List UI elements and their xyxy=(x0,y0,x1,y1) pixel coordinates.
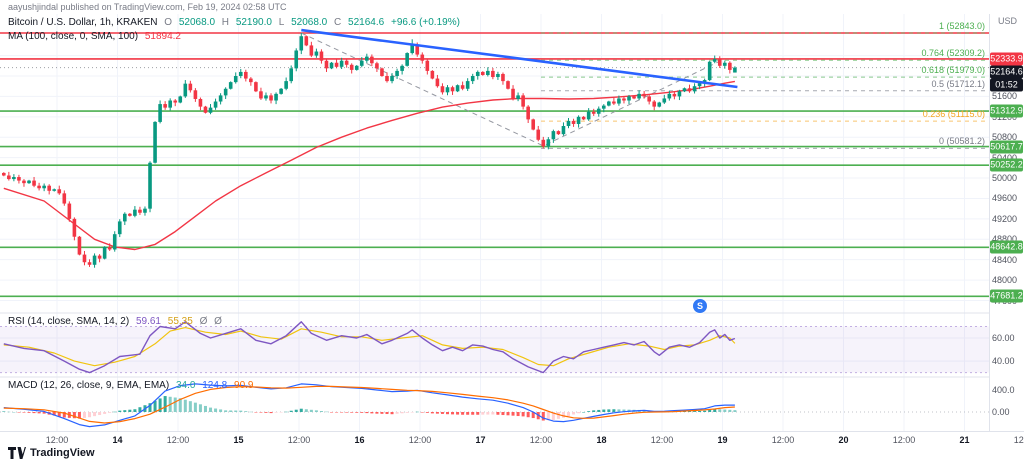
macd-hist-value: 34.0 xyxy=(175,380,196,391)
price-axis-label: 50400 xyxy=(992,152,1018,163)
ohlc-h-label: H xyxy=(221,17,230,28)
tradingview-logo[interactable]: TradingView xyxy=(8,447,95,459)
time-axis-label: 19 xyxy=(717,435,728,445)
currency-label: USD xyxy=(997,16,1017,26)
symbol-legend[interactable]: Bitcoin / U.S. Dollar, 1h, KRAKEN O 5206… xyxy=(8,17,464,28)
price-axis-label: 48000 xyxy=(992,275,1018,286)
ma-title: MA (100, close, 0, SMA, 100) xyxy=(8,31,139,42)
time-axis-label: 15 xyxy=(233,435,244,445)
ohlc-l-label: L xyxy=(278,17,285,28)
ma-legend[interactable]: MA (100, close, 0, SMA, 100) 51894.2 xyxy=(8,31,185,42)
fib-level-label: 1 (52843.0) xyxy=(938,21,985,31)
macd-signal-value: 90.9 xyxy=(234,380,254,391)
countdown-tag: 01:52 xyxy=(990,78,1023,92)
price-axis-label: 48400 xyxy=(992,254,1018,265)
time-axis-label: 12:00 xyxy=(45,435,69,445)
macd-title: MACD (12, 26, close, 9, EMA, EMA) xyxy=(8,380,170,391)
rsi-value: 59.61 xyxy=(135,316,161,327)
fib-level-label: 0.764 (52309.2) xyxy=(921,48,985,59)
ohlc-c-value: 52164.6 xyxy=(348,17,385,28)
price-axis-label: 50800 xyxy=(992,132,1018,143)
rsi-lower-band-value: Ø xyxy=(214,316,222,327)
symbol-title: Bitcoin / U.S. Dollar, 1h, KRAKEN xyxy=(8,17,158,28)
price-tag: 50252.2 xyxy=(990,158,1023,172)
publisher-line: aayushjindal published on TradingView.co… xyxy=(8,2,287,12)
macd-line-value: 124.8 xyxy=(202,380,228,391)
price-axis-label: 49200 xyxy=(992,213,1018,224)
time-axis-label: 12:00 xyxy=(1013,435,1024,445)
macd-axis-label: 0.00 xyxy=(992,407,1010,417)
price-axis-label: 49600 xyxy=(992,193,1018,204)
rsi-upper-band-value: Ø xyxy=(199,316,208,327)
fib-level-label: 0.5 (51712.1) xyxy=(931,78,985,89)
change-value: +96.6 (+0.19%) xyxy=(390,17,460,28)
fib-level-label: 0.236 (51115.0) xyxy=(922,109,985,120)
time-axis-label: 12:00 xyxy=(529,435,553,445)
time-axis-label: 21 xyxy=(959,435,970,445)
time-axis[interactable] xyxy=(0,431,1024,448)
ohlc-o-label: O xyxy=(164,17,173,28)
price-tag: 52333.9 xyxy=(990,52,1023,66)
publisher-avatar-badge: S xyxy=(693,299,707,313)
fib-level-label: 0.618 (51979.0) xyxy=(921,65,985,76)
macd-legend[interactable]: MACD (12, 26, close, 9, EMA, EMA) 34.0 1… xyxy=(8,380,257,391)
time-axis-label: 20 xyxy=(838,435,849,445)
time-axis-label: 12:00 xyxy=(892,435,916,445)
rsi-ma-value: 55.35 xyxy=(167,316,193,327)
rsi-axis-label: 40.00 xyxy=(992,356,1015,367)
time-axis-label: 18 xyxy=(596,435,607,445)
rsi-axis-label: 60.00 xyxy=(992,333,1015,343)
ohlc-o-value: 52068.0 xyxy=(178,17,216,28)
price-tag: 50617.7 xyxy=(990,140,1023,154)
rsi-legend[interactable]: RSI (14, close, SMA, 14, 2) 59.61 55.35 … xyxy=(8,316,226,327)
rsi-title: RSI (14, close, SMA, 14, 2) xyxy=(8,316,130,327)
price-tag: 47681.2 xyxy=(990,289,1023,303)
price-axis-label: 51600 xyxy=(992,91,1018,102)
time-axis-label: 12:00 xyxy=(771,435,795,445)
time-axis-label: 16 xyxy=(354,435,365,445)
tradingview-logo-text: TradingView xyxy=(30,447,95,459)
ohlc-c-label: C xyxy=(334,17,342,28)
time-axis-label: 12:00 xyxy=(408,435,432,445)
price-tag: 51312.9 xyxy=(990,104,1023,118)
time-axis-label: 14 xyxy=(112,435,123,445)
ohlc-h-value: 52190.0 xyxy=(235,17,272,28)
time-axis-label: 12:00 xyxy=(650,435,674,445)
time-axis-label: 12:00 xyxy=(166,435,190,445)
price-axis-label: 50000 xyxy=(992,173,1018,184)
price-tag: 48642.8 xyxy=(990,240,1023,254)
ohlc-l-value: 52068.0 xyxy=(291,17,328,28)
tradingview-logo-icon xyxy=(8,447,26,459)
time-axis-label: 17 xyxy=(475,435,486,445)
fib-level-label: 0 (50581.2) xyxy=(938,136,985,147)
time-axis-label: 12:00 xyxy=(287,435,311,445)
price-axis-label: 48800 xyxy=(992,234,1018,245)
macd-axis-label: 400.0 xyxy=(992,385,1015,395)
ma-value: 51894.2 xyxy=(144,31,181,42)
price-tag: 52164.6 xyxy=(990,65,1023,79)
